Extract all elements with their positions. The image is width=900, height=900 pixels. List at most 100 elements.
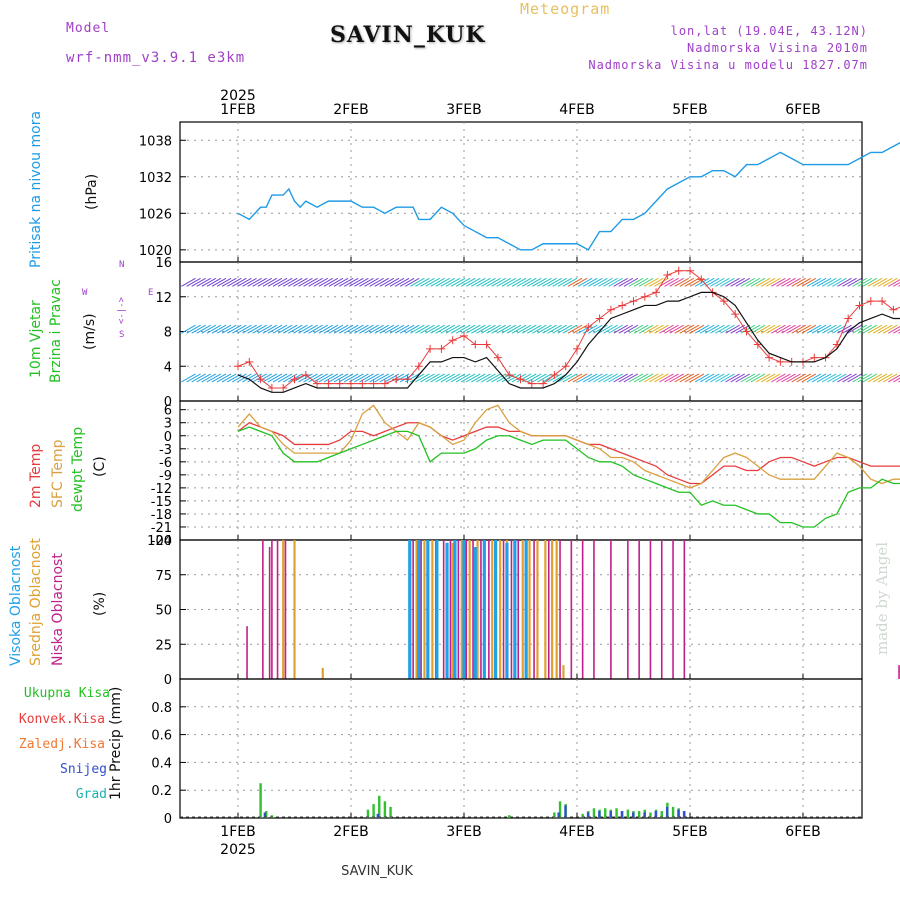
gust-marker bbox=[392, 375, 401, 384]
wind-barb bbox=[216, 324, 232, 334]
wind-barb bbox=[593, 324, 608, 334]
wind-barb bbox=[827, 277, 842, 287]
wind-barb bbox=[735, 277, 751, 287]
panel-frame bbox=[179, 121, 863, 263]
wind-barb bbox=[430, 373, 445, 383]
wind-barb bbox=[481, 277, 496, 287]
top-day-label: 2FEB bbox=[333, 102, 368, 118]
wind-barb bbox=[618, 373, 634, 383]
wind-barb bbox=[272, 277, 288, 287]
wind-barb bbox=[664, 373, 679, 383]
wind-barb bbox=[501, 277, 517, 287]
temp-dewpt-line bbox=[237, 426, 900, 528]
y-tick-label: 1020 bbox=[139, 244, 172, 259]
wind-barb bbox=[511, 324, 527, 334]
gust-marker bbox=[889, 305, 898, 314]
model-label: Model bbox=[66, 21, 111, 36]
wind-barb bbox=[496, 324, 512, 334]
wind-barb bbox=[806, 277, 822, 287]
wind-barb bbox=[547, 324, 562, 334]
gust-marker bbox=[482, 340, 491, 349]
wind-barb bbox=[771, 277, 786, 287]
wind-barb bbox=[343, 324, 359, 334]
wind-barb bbox=[760, 373, 776, 383]
wind-barb bbox=[506, 373, 522, 383]
gust-marker bbox=[753, 340, 762, 349]
wind-barb bbox=[735, 373, 751, 383]
wind-barb bbox=[796, 277, 812, 287]
wind-barb bbox=[303, 373, 318, 383]
wind-barb bbox=[481, 373, 496, 383]
wind-barb bbox=[338, 373, 354, 383]
wind-barb bbox=[445, 277, 461, 287]
wind-barb bbox=[750, 373, 766, 383]
wind-barb bbox=[227, 324, 242, 334]
wind-barb bbox=[679, 324, 695, 334]
wind-barb bbox=[776, 277, 791, 287]
legend-snow: Snijeg bbox=[60, 762, 107, 777]
wind-barb bbox=[766, 277, 781, 287]
wind-barb bbox=[394, 373, 410, 383]
wind-barb bbox=[547, 277, 562, 287]
wind-barb bbox=[562, 324, 578, 334]
wind-barb bbox=[593, 373, 608, 383]
wind-barb bbox=[572, 324, 588, 334]
wind-barb bbox=[760, 277, 776, 287]
wind-barb bbox=[862, 373, 878, 383]
wind-barb bbox=[435, 277, 450, 287]
wind-barb bbox=[567, 277, 583, 287]
wind-barb bbox=[318, 277, 334, 287]
gust-marker bbox=[448, 336, 457, 345]
wind-barb bbox=[877, 373, 893, 383]
wind-barb bbox=[237, 277, 252, 287]
wind-barb bbox=[471, 373, 486, 383]
wind-barb bbox=[527, 277, 542, 287]
wind-barb bbox=[466, 373, 481, 383]
wind-barb bbox=[694, 373, 710, 383]
y-tick-label: 3 bbox=[164, 417, 172, 432]
wind-barb bbox=[282, 277, 298, 287]
y-tick-label: 0.8 bbox=[151, 701, 172, 716]
wind-barb bbox=[211, 277, 227, 287]
wind-barb bbox=[415, 277, 430, 287]
wind-barb bbox=[857, 277, 873, 287]
wind-barb bbox=[598, 277, 613, 287]
gust-marker bbox=[267, 383, 276, 392]
wind-barb bbox=[821, 324, 837, 334]
panel-frame bbox=[179, 400, 863, 541]
gust-marker bbox=[640, 292, 649, 301]
footer-station: SAVIN_KUK bbox=[341, 864, 413, 879]
gust-marker bbox=[595, 314, 604, 323]
wind-barb bbox=[638, 373, 654, 383]
wind-barb bbox=[262, 324, 278, 334]
wind-barb bbox=[801, 324, 817, 334]
y-tick-label: 1038 bbox=[139, 134, 172, 149]
wind-barb bbox=[237, 324, 252, 334]
wind-barb bbox=[532, 324, 547, 334]
wind-barb bbox=[633, 324, 649, 334]
y-tick-label: -12 bbox=[151, 482, 172, 497]
wind-barb bbox=[766, 324, 781, 334]
wind-barb bbox=[516, 324, 532, 334]
wind-barb bbox=[816, 277, 832, 287]
gust-marker bbox=[550, 370, 559, 379]
wind-barb bbox=[486, 277, 501, 287]
wind-barb bbox=[811, 277, 827, 287]
wind-barb bbox=[771, 324, 786, 334]
wind-barb bbox=[338, 277, 354, 287]
wind-barb bbox=[328, 324, 344, 334]
wind-barb bbox=[445, 373, 461, 383]
wind-barb bbox=[821, 277, 837, 287]
wind-barb bbox=[440, 324, 456, 334]
top-day-label: 4FEB bbox=[559, 102, 594, 118]
wind-barb bbox=[593, 277, 608, 287]
wind-barb bbox=[715, 277, 730, 287]
wind-barb bbox=[359, 324, 374, 334]
wind-barb bbox=[760, 324, 776, 334]
wind-barb bbox=[191, 277, 206, 287]
y-tick-label: 0 bbox=[164, 395, 172, 410]
wind-barb bbox=[181, 373, 196, 383]
wind-barb bbox=[227, 277, 242, 287]
wind-barb bbox=[440, 373, 456, 383]
